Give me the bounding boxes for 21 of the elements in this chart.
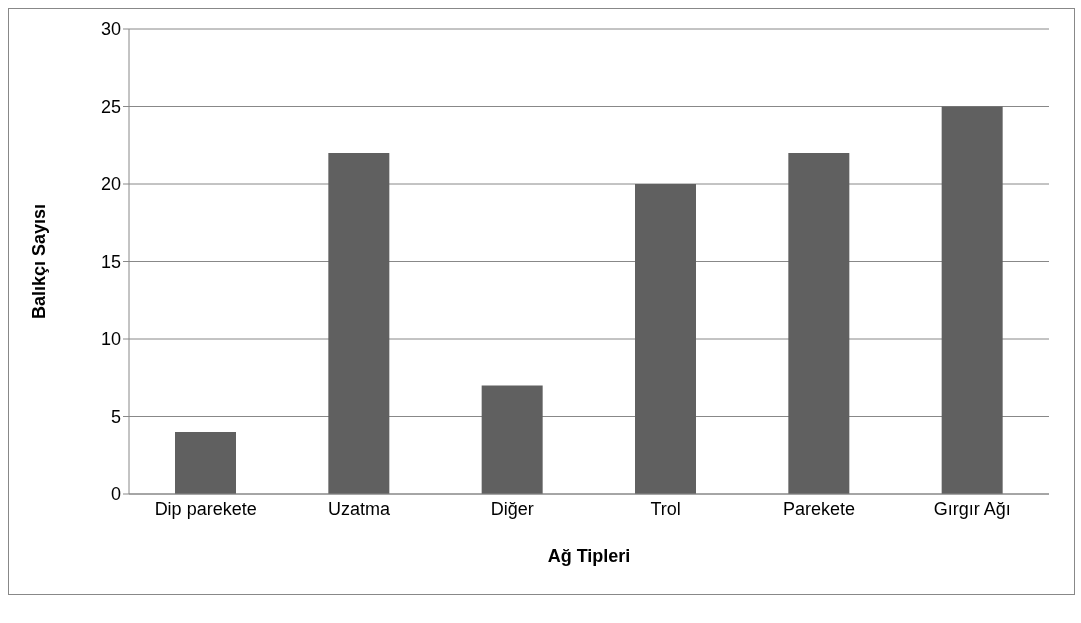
y-tick-label: 10	[100, 329, 121, 350]
x-tick-label: Parekete	[782, 498, 856, 519]
bar	[481, 385, 543, 494]
bar	[941, 106, 1003, 494]
y-tick-label: 30	[100, 19, 121, 40]
bar	[635, 184, 696, 494]
y-tick-label: 0	[110, 484, 121, 505]
x-tick-label: Dip parekete	[154, 498, 257, 519]
y-tick-label: 20	[100, 174, 121, 195]
x-tick-label: Trol	[650, 498, 681, 519]
x-axis-title: Ağ Tipleri	[547, 546, 631, 566]
x-tick-label: Diğer	[490, 498, 534, 519]
y-tick-label: 25	[100, 96, 121, 117]
bar	[175, 432, 236, 494]
x-tick-label: Gırgır Ağı	[933, 498, 1011, 519]
y-tick-label: 15	[100, 251, 121, 272]
bar	[328, 153, 390, 494]
bar	[788, 153, 850, 494]
y-tick-label: 5	[110, 406, 121, 427]
x-tick-label: Uzatma	[327, 498, 391, 519]
y-axis-title: Balıkçı Sayısı	[29, 203, 50, 320]
